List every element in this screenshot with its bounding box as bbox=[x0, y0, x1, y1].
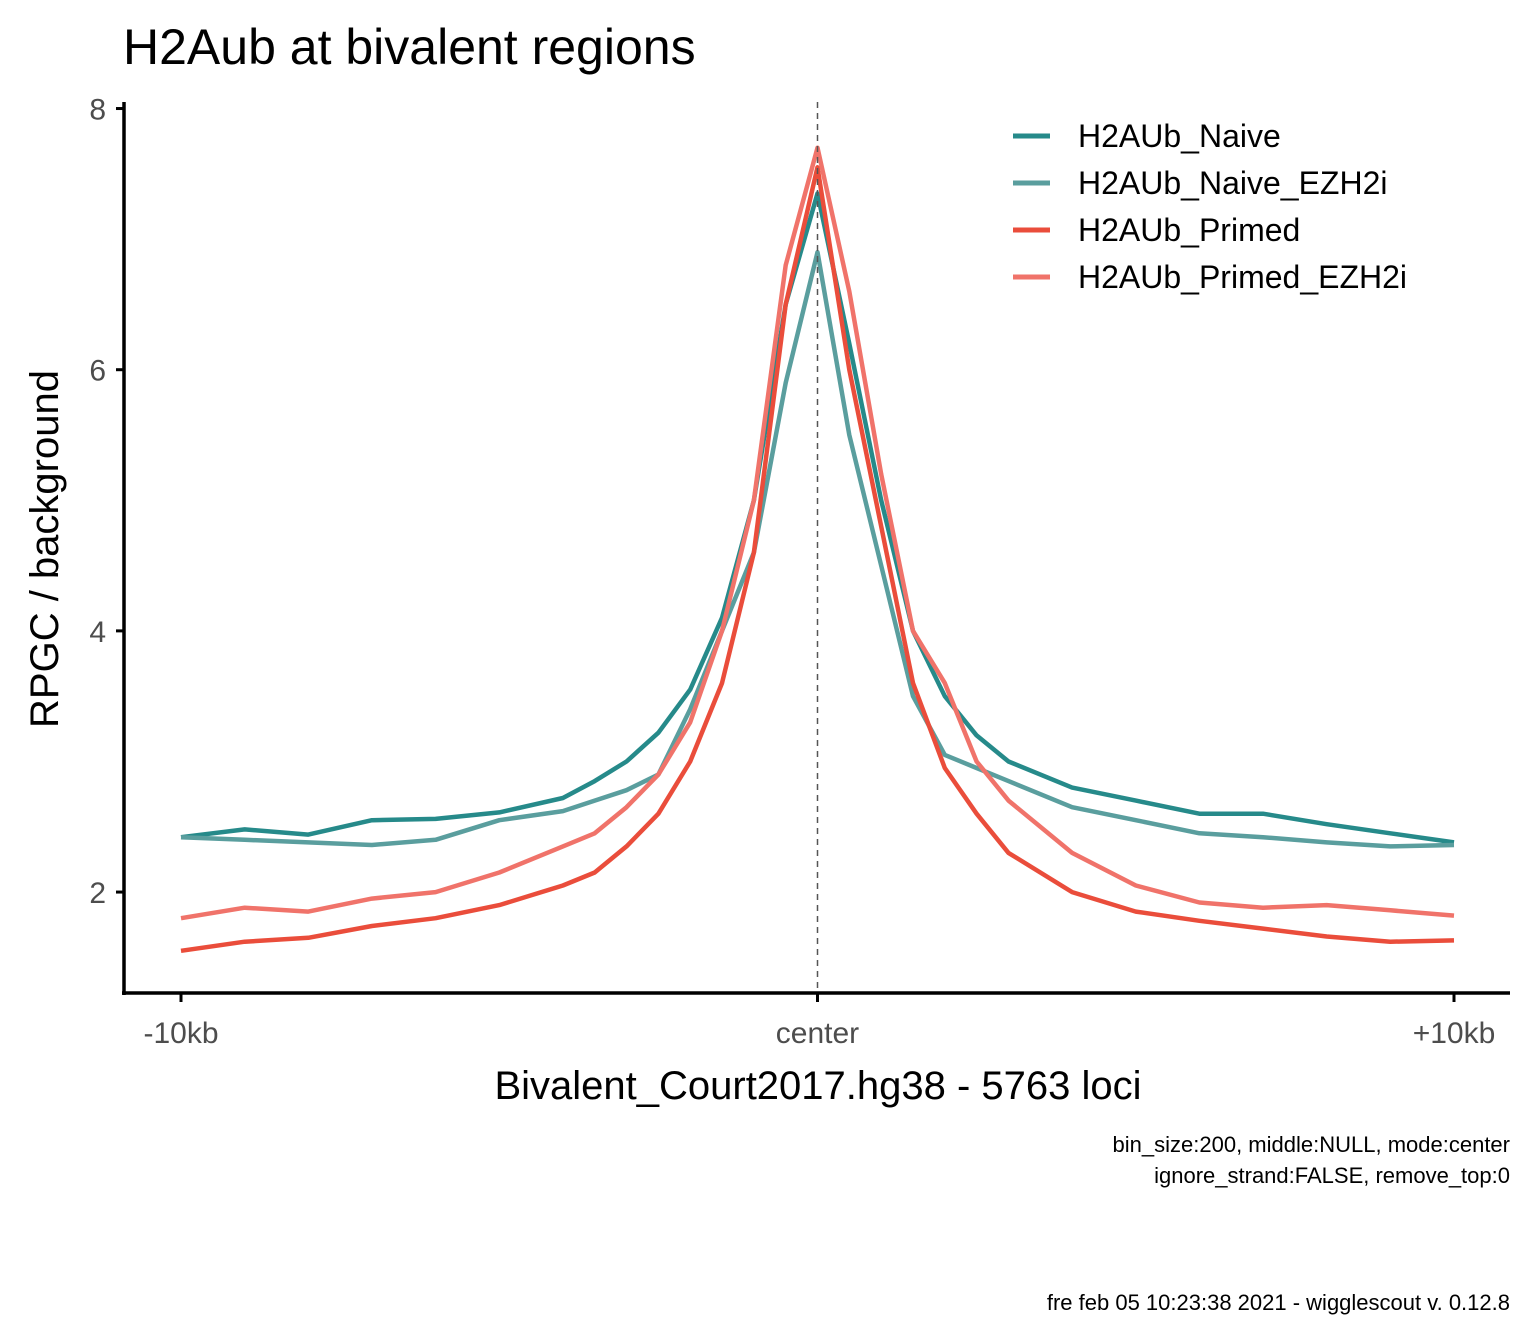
legend-label-H2AUb_Naive_EZH2i: H2AUb_Naive_EZH2i bbox=[1078, 165, 1387, 201]
y-tick-label: 4 bbox=[89, 616, 106, 649]
footer-text: fre feb 05 10:23:38 2021 - wigglescout v… bbox=[1047, 1290, 1510, 1315]
legend-label-H2AUb_Naive: H2AUb_Naive bbox=[1078, 118, 1281, 154]
y-tick-label: 8 bbox=[89, 94, 106, 127]
y-tick-label: 2 bbox=[89, 877, 106, 910]
chart-title: H2Aub at bivalent regions bbox=[123, 19, 696, 75]
y-tick-label: 6 bbox=[89, 355, 106, 388]
legend: H2AUb_Naive H2AUb_Naive_EZH2i H2AUb_Primed… bbox=[1013, 118, 1407, 295]
axes bbox=[122, 102, 1510, 995]
caption-line-1: bin_size:200, middle:NULL, mode:center bbox=[1113, 1132, 1510, 1157]
legend-label-H2AUb_Primed: H2AUb_Primed bbox=[1078, 212, 1300, 248]
x-tick-label: center bbox=[776, 1017, 859, 1050]
caption-line-2: ignore_strand:FALSE, remove_top:0 bbox=[1154, 1163, 1510, 1188]
series-line-H2AUb_Primed_EZH2i bbox=[180, 145, 1455, 921]
x-tick-label: +10kb bbox=[1413, 1017, 1496, 1050]
series-line-H2AUb_Naive_EZH2i bbox=[180, 249, 1455, 849]
series-line-H2AUb_Primed bbox=[180, 165, 1455, 954]
x-ticks: -10kb center +10kb bbox=[143, 993, 1495, 1050]
x-axis-title: Bivalent_Court2017.hg38 - 5763 loci bbox=[494, 1064, 1141, 1108]
plot-area bbox=[180, 145, 1455, 954]
y-ticks: 2 4 6 8 bbox=[89, 94, 124, 910]
x-tick-label: -10kb bbox=[143, 1017, 218, 1050]
legend-label-H2AUb_Primed_EZH2i: H2AUb_Primed_EZH2i bbox=[1078, 259, 1407, 295]
series-line-H2AUb_Naive bbox=[180, 191, 1455, 845]
y-axis-title: RPGC / background bbox=[23, 370, 67, 728]
